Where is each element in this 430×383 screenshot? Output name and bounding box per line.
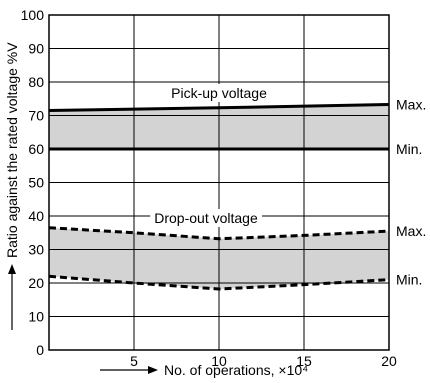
y-tick-label: 20 (28, 275, 44, 291)
y-tick-label: 30 (28, 242, 44, 258)
band-1-lower-line (48, 274, 390, 291)
x-axis-label: No. of operations, ×10⁴ (164, 362, 308, 378)
y-tick-label: 0 (36, 342, 44, 358)
series-lines (48, 102, 390, 291)
band-0-upper-line (48, 102, 390, 112)
dropout-max-label: Max. (396, 223, 426, 239)
y-tick-label: 90 (28, 41, 44, 57)
dropout-min-label: Min. (396, 272, 422, 288)
pickup-min-label: Min. (396, 141, 422, 157)
x-tick-label: 10 (211, 353, 227, 369)
y-axis-arrow (8, 264, 16, 330)
x-tick-label: 5 (130, 353, 138, 369)
grid-lines (49, 15, 389, 350)
y-tick-label: 50 (28, 175, 44, 191)
y-axis-label: Ratio against the rated voltage %V (4, 42, 20, 258)
pickup-max-label: Max. (396, 96, 426, 112)
x-tick-label: 20 (381, 353, 397, 369)
band-name-bg-1 (150, 209, 262, 227)
y-tick-label: 70 (28, 108, 44, 124)
y-tick-label: 40 (28, 208, 44, 224)
plot-frame (48, 14, 390, 351)
tick-labels: 0 10 20 30 40 50 60 70 80 90 100 5 10 15 20 (21, 7, 397, 369)
band-1-upper-line (48, 226, 390, 241)
y-tick-label: 80 (28, 74, 44, 90)
y-tick-label: 100 (21, 7, 45, 23)
y-tick-label: 60 (28, 141, 44, 157)
band-name-bg-0 (167, 84, 272, 102)
dropout-voltage-label: Drop-out voltage (154, 210, 258, 226)
pickup-voltage-label: Pick-up voltage (171, 85, 267, 101)
y-tick-label: 10 (28, 309, 44, 325)
x-axis-arrow (100, 366, 158, 374)
x-tick-label: 15 (296, 353, 312, 369)
